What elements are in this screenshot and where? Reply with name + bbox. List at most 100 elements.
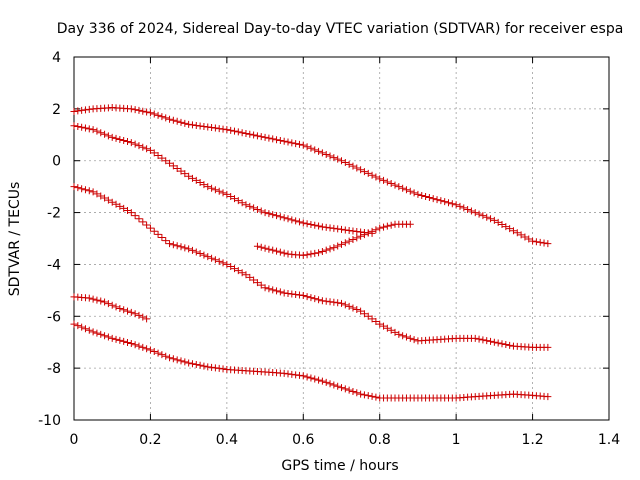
data-point bbox=[215, 125, 223, 133]
data-point bbox=[544, 393, 552, 401]
data-point bbox=[311, 146, 319, 154]
data-point bbox=[402, 186, 410, 194]
data-point bbox=[334, 155, 342, 163]
data-point bbox=[295, 218, 303, 226]
data-point bbox=[112, 200, 120, 208]
data-point bbox=[166, 115, 174, 123]
data-point bbox=[257, 207, 265, 215]
data-point bbox=[364, 312, 372, 320]
data-point bbox=[303, 143, 311, 151]
data-point bbox=[242, 129, 250, 137]
data-point bbox=[234, 197, 242, 205]
data-point bbox=[383, 178, 391, 186]
data-point bbox=[490, 216, 498, 224]
data-point bbox=[166, 159, 174, 167]
data-point bbox=[292, 140, 300, 148]
data-point bbox=[357, 390, 365, 398]
data-point bbox=[154, 152, 162, 160]
data-point bbox=[135, 215, 143, 223]
data-point bbox=[143, 345, 151, 353]
data-point bbox=[89, 295, 97, 303]
data-point bbox=[227, 192, 235, 200]
data-point bbox=[234, 267, 242, 275]
data-point bbox=[318, 223, 326, 231]
data-point bbox=[89, 126, 97, 134]
data-point bbox=[299, 372, 307, 380]
data-point bbox=[311, 249, 319, 257]
data-point bbox=[223, 126, 231, 134]
data-point bbox=[74, 107, 82, 115]
data-point bbox=[341, 301, 349, 309]
data-point bbox=[85, 294, 93, 302]
y-axis-label: SDTVAR / TECUs bbox=[7, 182, 23, 297]
data-point bbox=[307, 250, 315, 258]
data-point bbox=[143, 221, 151, 229]
data-point bbox=[315, 147, 323, 155]
data-point bbox=[326, 152, 334, 160]
data-point bbox=[269, 286, 277, 294]
data-point bbox=[173, 164, 181, 172]
data-point bbox=[441, 198, 449, 206]
data-point bbox=[288, 139, 296, 147]
data-point bbox=[238, 199, 246, 207]
data-point bbox=[368, 392, 376, 400]
data-point bbox=[150, 348, 158, 356]
data-point bbox=[406, 187, 414, 195]
data-point bbox=[188, 121, 196, 129]
data-point bbox=[536, 238, 544, 246]
data-point bbox=[139, 107, 147, 115]
data-point bbox=[410, 189, 418, 197]
data-point bbox=[120, 204, 128, 212]
data-point bbox=[391, 181, 399, 189]
plot-frame bbox=[73, 56, 610, 421]
data-point bbox=[192, 361, 200, 369]
data-point bbox=[250, 204, 258, 212]
data-point bbox=[158, 351, 166, 359]
data-point bbox=[204, 183, 212, 191]
data-point bbox=[108, 334, 116, 342]
data-point bbox=[78, 323, 86, 331]
data-point bbox=[104, 333, 112, 341]
data-point bbox=[85, 105, 93, 113]
data-point bbox=[326, 298, 334, 306]
data-point bbox=[208, 184, 216, 192]
data-point bbox=[479, 336, 487, 344]
data-point bbox=[146, 109, 154, 117]
data-point bbox=[173, 356, 181, 364]
data-point bbox=[280, 214, 288, 222]
data-point bbox=[380, 223, 388, 231]
data-point bbox=[143, 145, 151, 153]
data-point bbox=[357, 307, 365, 315]
data-point bbox=[112, 335, 120, 343]
data-point bbox=[200, 122, 208, 130]
data-point bbox=[70, 183, 78, 191]
data-point bbox=[120, 337, 128, 345]
data-point bbox=[265, 285, 273, 293]
data-point bbox=[108, 133, 116, 141]
data-point bbox=[177, 167, 185, 175]
data-point bbox=[265, 134, 273, 142]
y-tick-label: 0 bbox=[52, 154, 61, 170]
data-point bbox=[150, 110, 158, 118]
data-point bbox=[78, 106, 86, 114]
data-point bbox=[345, 237, 353, 245]
data-point bbox=[357, 232, 365, 240]
data-point bbox=[200, 362, 208, 370]
data-point bbox=[318, 247, 326, 255]
data-point bbox=[330, 381, 338, 389]
data-point bbox=[334, 242, 342, 250]
data-point bbox=[169, 241, 177, 249]
data-point bbox=[506, 225, 514, 233]
data-point bbox=[177, 118, 185, 126]
data-point bbox=[97, 129, 105, 137]
data-point bbox=[330, 154, 338, 162]
data-point bbox=[387, 180, 395, 188]
data-point bbox=[487, 337, 495, 345]
data-point bbox=[315, 296, 323, 304]
data-point bbox=[345, 160, 353, 168]
data-point bbox=[372, 317, 380, 325]
data-point bbox=[70, 107, 78, 115]
data-point bbox=[345, 386, 353, 394]
data-point bbox=[188, 174, 196, 182]
